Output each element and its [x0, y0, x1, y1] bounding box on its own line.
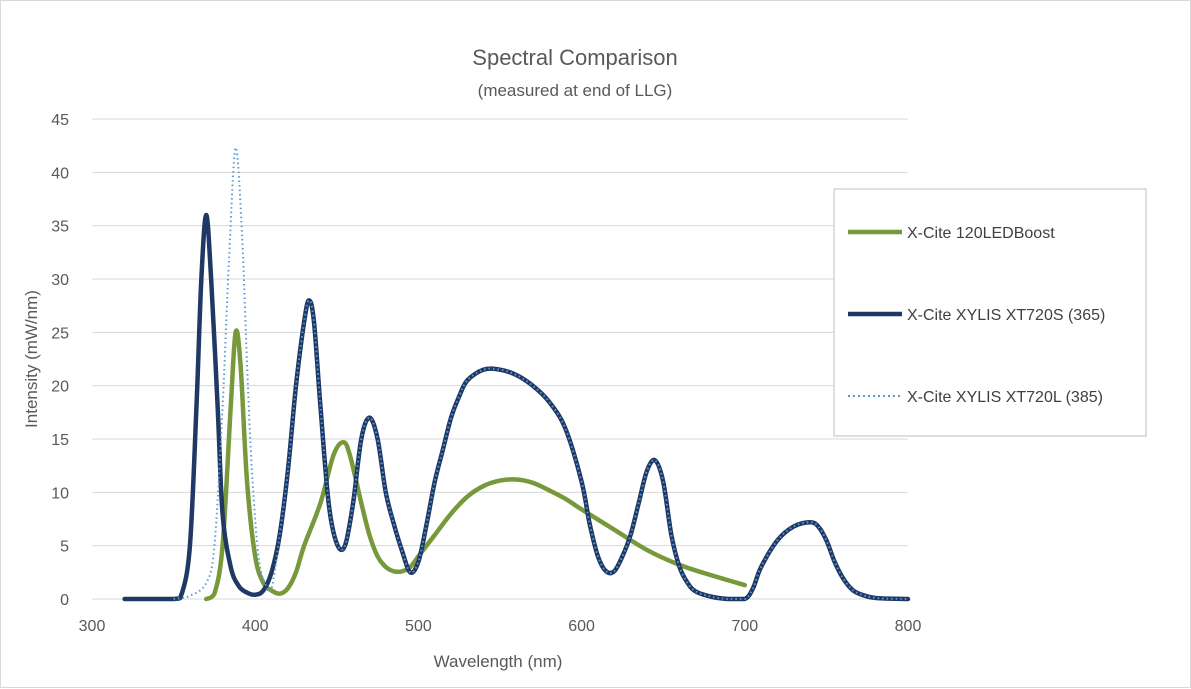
- y-axis-title: Intensity (mW/nm): [22, 290, 41, 428]
- y-tick-label: 5: [60, 539, 69, 556]
- y-tick-label: 10: [51, 485, 69, 502]
- y-tick-label: 30: [51, 272, 69, 289]
- x-tick-label: 400: [242, 618, 269, 635]
- x-tick-label: 300: [79, 618, 106, 635]
- y-tick-label: 0: [60, 592, 69, 609]
- y-tick-label: 15: [51, 432, 69, 449]
- legend: X-Cite 120LEDBoost X-Cite XYLIS XT720S (…: [833, 188, 1147, 437]
- x-tick-label: 500: [405, 618, 432, 635]
- y-tick-label: 25: [51, 325, 69, 342]
- x-tick-label: 800: [895, 618, 922, 635]
- y-tick-label: 45: [51, 112, 69, 129]
- x-axis-title: Wavelength (nm): [434, 652, 563, 671]
- x-axis-ticks: 300 400 500 600 700 800: [79, 618, 922, 635]
- y-tick-label: 35: [51, 219, 69, 236]
- legend-label-120ledboost: X-Cite 120LEDBoost: [907, 225, 1055, 242]
- y-tick-label: 40: [51, 165, 69, 182]
- series-line-xt720l: [173, 146, 909, 600]
- y-tick-label: 20: [51, 379, 69, 396]
- y-axis-ticks: 0 5 10 15 20 25 30 35 40 45: [51, 112, 69, 609]
- x-tick-label: 700: [731, 618, 758, 635]
- legend-label-xt720l: X-Cite XYLIS XT720L (385): [907, 389, 1103, 406]
- chart-subtitle: (measured at end of LLG): [478, 81, 673, 100]
- series-lines: [122, 146, 911, 602]
- chart-title: Spectral Comparison: [472, 45, 677, 70]
- x-tick-label: 600: [568, 618, 595, 635]
- legend-label-xt720s: X-Cite XYLIS XT720S (365): [907, 307, 1105, 324]
- series-line-120ledboost: [203, 328, 748, 602]
